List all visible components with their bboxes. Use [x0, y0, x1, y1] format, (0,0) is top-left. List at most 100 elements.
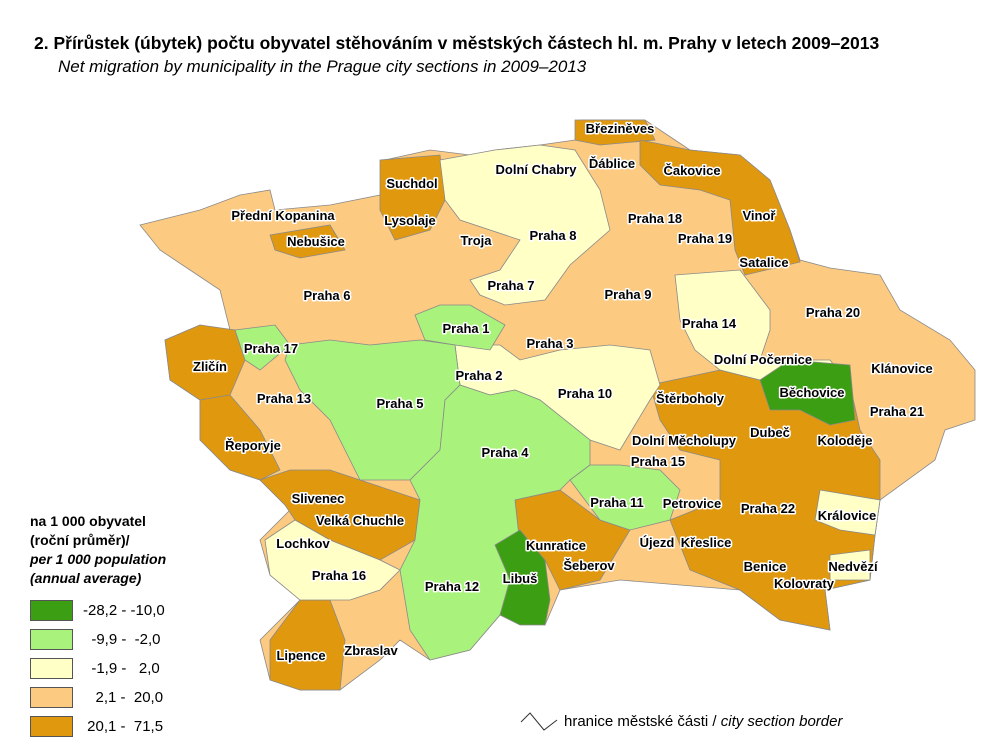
district-label: Praha 16	[312, 568, 366, 583]
legend-swatch	[30, 629, 73, 650]
border-legend-cz: hranice městské části	[564, 712, 709, 730]
region-kralovice	[814, 489, 881, 536]
district-label: Praha 11	[590, 495, 644, 510]
district-label: Praha 3	[527, 336, 574, 351]
district-label: Újezd	[640, 535, 675, 550]
district-label: Lysolaje	[384, 213, 436, 228]
district-label: Dubeč	[750, 425, 790, 440]
legend-heading-en: per 1 000 population	[30, 551, 167, 567]
district-label: Praha 1	[443, 321, 490, 336]
district-label: Petrovice	[663, 496, 722, 511]
district-label: Řeporyje	[225, 438, 281, 453]
district-label: Praha 20	[806, 305, 860, 320]
legend-item: -28,2 - -10,0	[30, 596, 166, 625]
district-label: Březiněves	[586, 121, 655, 136]
district-label: Velká Chuchle	[316, 513, 404, 528]
district-label: Praha 9	[605, 287, 652, 302]
district-label: Klánovice	[871, 361, 932, 376]
district-label: Praha 21	[870, 404, 924, 419]
district-label: Praha 6	[304, 288, 351, 303]
region-praha-11	[569, 464, 681, 531]
district-label: Satalice	[739, 255, 788, 270]
region-praha-1	[414, 304, 506, 351]
region-brezineves	[574, 119, 656, 146]
legend-item: -9,9 - -2,0	[30, 625, 166, 654]
legend-range: -28,2 - -10,0	[83, 602, 165, 619]
district-label: Nebušice	[287, 234, 345, 249]
district-label: Nedvězí	[828, 559, 878, 574]
legend-heading-en-2: (annual average)	[30, 570, 142, 586]
legend-item: 20,1 - 71,5	[30, 712, 166, 741]
border-legend: hranice městské části / city section bor…	[520, 710, 842, 732]
legend-heading-cz-2: (roční průměr)/	[30, 532, 130, 548]
district-label: Ďáblice	[589, 156, 635, 171]
district-label: Křeslice	[681, 535, 732, 550]
legend-swatch	[30, 600, 73, 621]
region-praha-17	[234, 324, 291, 371]
region-reporyje	[199, 394, 281, 481]
legend-range: 20,1 - 71,5	[83, 718, 164, 735]
legend-swatch	[30, 716, 73, 737]
district-label: Dolní Počernice	[714, 352, 812, 367]
region-libus	[494, 529, 551, 626]
district-label: Zbraslav	[344, 643, 398, 658]
district-label: Kolovraty	[774, 576, 835, 591]
region-zlicin	[164, 324, 246, 401]
border-line-icon	[520, 712, 558, 731]
region-cakovice-vinor-satalice	[639, 139, 801, 276]
legend-item: -1,9 - 2,0	[30, 654, 166, 683]
region-lipence	[269, 599, 346, 691]
district-label: Praha 10	[558, 386, 612, 401]
district-label: Troja	[460, 233, 492, 248]
district-label: Lipence	[276, 648, 325, 663]
district-label: Dolní Chabry	[496, 162, 578, 177]
district-label: Praha 19	[678, 231, 732, 246]
district-label: Lochkov	[276, 536, 330, 551]
district-label: Štěrboholy	[656, 391, 725, 406]
district-label: Praha 14	[682, 316, 737, 331]
legend-range: 2,1 - 20,0	[83, 689, 164, 706]
district-label: Praha 7	[488, 278, 535, 293]
district-label: Běchovice	[779, 385, 844, 400]
district-label: Praha 4	[482, 445, 530, 460]
district-label: Kunratice	[526, 538, 586, 553]
district-label: Šeberov	[563, 558, 615, 573]
district-label: Zličín	[193, 359, 227, 374]
border-legend-sep: /	[708, 712, 721, 730]
district-label: Suchdol	[386, 176, 437, 191]
legend-range: -9,9 - -2,0	[83, 631, 161, 648]
district-label: Praha 22	[741, 501, 795, 516]
legend-heading-cz: na 1 000 obyvatel	[30, 513, 146, 529]
district-label: Koloděje	[818, 433, 873, 448]
legend-swatch	[30, 687, 73, 708]
region-nedvezi	[829, 549, 871, 581]
district-label: Přední Kopanina	[231, 208, 335, 223]
legend-range: -1,9 - 2,0	[83, 660, 160, 677]
legend-item: 2,1 - 20,0	[30, 683, 166, 712]
district-label: Benice	[744, 559, 787, 574]
border-legend-en: city section border	[720, 712, 843, 730]
district-label: Praha 8	[530, 228, 577, 243]
district-label: Čakovice	[663, 163, 720, 178]
district-label: Praha 17	[244, 341, 298, 356]
district-label: Praha 18	[628, 211, 682, 226]
legend-swatch	[30, 658, 73, 679]
district-label: Praha 12	[425, 579, 479, 594]
district-label: Slivenec	[292, 491, 345, 506]
region-bechovice	[759, 359, 856, 426]
district-label: Dolní Měcholupy	[632, 433, 737, 448]
region-praha-14	[674, 269, 851, 386]
district-label: Královice	[818, 508, 877, 523]
district-label: Praha 5	[377, 396, 424, 411]
legend: na 1 000 obyvatel (roční průměr)/ per 1 …	[30, 512, 166, 741]
region-praha-16	[264, 519, 401, 601]
district-label: Praha 2	[456, 368, 503, 383]
region-nebusice	[269, 224, 346, 259]
district-label: Libuš	[503, 571, 538, 586]
map-title: 2. Přírůstek (úbytek) počtu obyvatel stě…	[34, 33, 880, 53]
district-label: Praha 13	[257, 391, 311, 406]
region-suchdol-lysolaje	[379, 154, 446, 241]
map-subtitle: Net migration by municipality in the Pra…	[58, 57, 587, 76]
region-praha-8	[439, 144, 611, 306]
